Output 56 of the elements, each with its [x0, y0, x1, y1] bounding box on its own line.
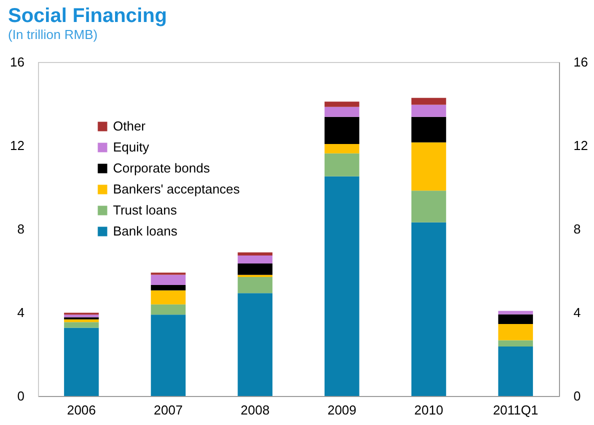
legend-label: Equity [113, 140, 150, 154]
bar [238, 263, 272, 275]
bar [324, 153, 360, 176]
y2-tick-label: 4 [574, 305, 581, 320]
bar [411, 142, 446, 191]
bar [150, 284, 186, 290]
bar [324, 102, 360, 107]
y-tick-label: 4 [17, 305, 24, 320]
legend-label: Other [113, 118, 146, 134]
bar [411, 116, 446, 142]
bar [238, 252, 272, 256]
legend-label: Bank loans [113, 224, 178, 238]
bar [238, 277, 272, 294]
bar [498, 346, 533, 396]
y-tick-label: 8 [17, 222, 24, 236]
bar [498, 314, 533, 324]
bar [150, 314, 186, 396]
bar [238, 274, 272, 278]
legend-label: Trust loans [113, 202, 178, 218]
bar [411, 222, 446, 396]
bar [150, 290, 186, 304]
bar [238, 293, 272, 396]
y2-tick-label: 12 [574, 138, 588, 153]
legend-label: Corporate bonds [113, 160, 210, 176]
legend-label: Bankers' acceptances [113, 182, 240, 196]
y-tick-label: 0 [17, 388, 24, 404]
x-tick-label: 2006 [66, 402, 96, 418]
bar [498, 340, 533, 347]
bar [64, 319, 99, 322]
bar [64, 314, 99, 318]
bar [150, 304, 186, 315]
bar [498, 324, 533, 340]
chart-subtitle: (In trillion RMB) [8, 27, 98, 42]
y-tick-label: 12 [10, 138, 24, 153]
x-tick-label: 2008 [240, 402, 270, 418]
bar [64, 322, 99, 328]
x-tick-label: 2010 [414, 402, 444, 418]
bar [324, 176, 360, 396]
bar [64, 328, 99, 396]
bar [324, 106, 360, 117]
bar [324, 116, 360, 144]
x-tick-label: 2009 [327, 402, 356, 418]
x-tick-label: 2007 [154, 402, 183, 418]
bar [411, 98, 446, 105]
y2-tick-label: 16 [574, 54, 588, 70]
chart-title: Social Financing [8, 5, 167, 27]
y2-tick-label: 0 [574, 388, 581, 404]
bar [411, 104, 446, 117]
bar [150, 274, 186, 285]
bar [411, 190, 446, 222]
bar [324, 144, 360, 154]
bar [498, 310, 533, 314]
y-tick-label: 16 [10, 54, 24, 70]
y2-tick-label: 8 [574, 222, 581, 236]
x-tick-label: 2011Q1 [492, 402, 538, 418]
bar [238, 256, 272, 264]
